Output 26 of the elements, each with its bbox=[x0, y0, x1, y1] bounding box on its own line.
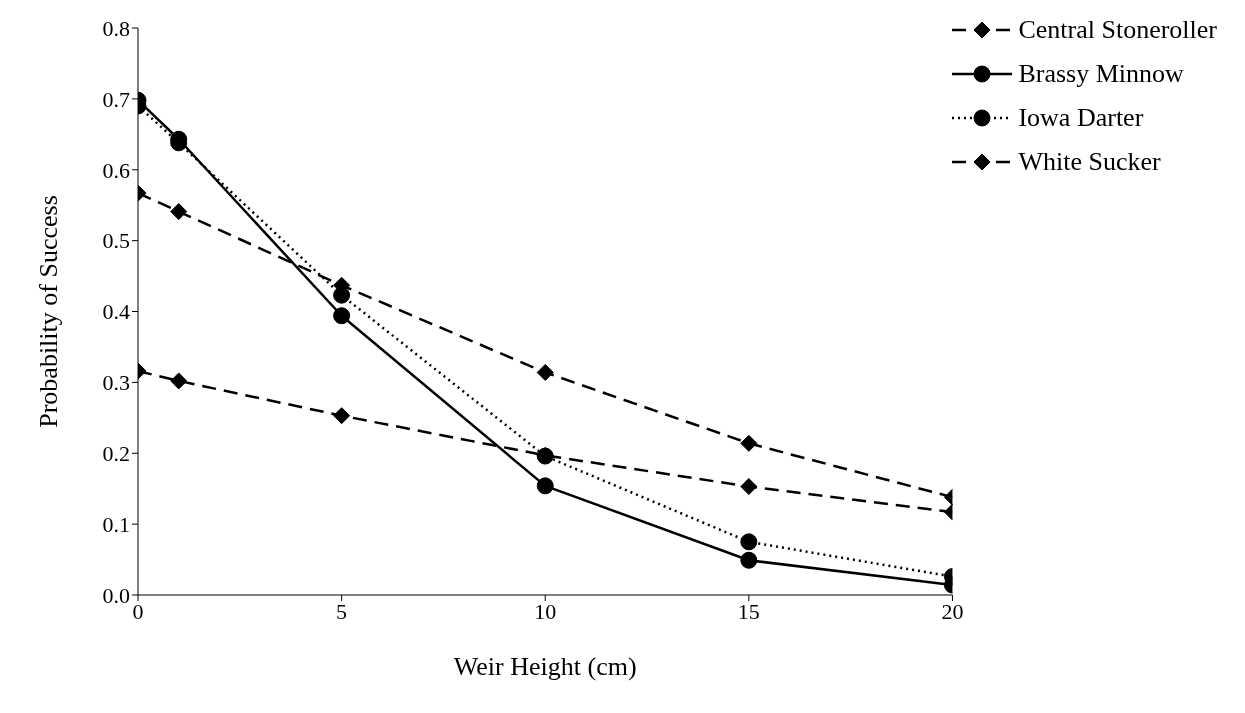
point bbox=[170, 203, 188, 221]
y-tick-label: 0.3 bbox=[102, 370, 130, 396]
x-tick-label: 5 bbox=[336, 598, 348, 624]
y-tick-label: 0.8 bbox=[102, 15, 130, 41]
y-tick-label: 0.1 bbox=[102, 511, 130, 537]
legend-label: Brassy Minnow bbox=[1018, 59, 1184, 89]
legend-label: Iowa Darter bbox=[1018, 103, 1144, 133]
y-tick-label: 0.4 bbox=[102, 299, 130, 325]
x-tick-label: 0 bbox=[132, 598, 144, 624]
x-tick-label: 15 bbox=[737, 598, 760, 624]
point bbox=[170, 372, 188, 390]
point bbox=[536, 363, 554, 381]
x-tick-label: 20 bbox=[941, 598, 964, 624]
y-tick-label: 0.5 bbox=[102, 228, 130, 254]
y-axis-title: Probability of Success bbox=[34, 195, 64, 428]
legend-label: White Sucker bbox=[1018, 147, 1161, 177]
y-tick-label: 0.0 bbox=[102, 582, 130, 608]
y-tick-label: 0.2 bbox=[102, 441, 130, 467]
point bbox=[536, 477, 554, 495]
point bbox=[333, 307, 351, 325]
x-axis-title: Weir Height (cm) bbox=[453, 652, 637, 681]
y-tick-label: 0.6 bbox=[102, 157, 130, 183]
point bbox=[333, 407, 351, 425]
legend-label: Central Stoneroller bbox=[1018, 15, 1217, 45]
x-tick-label: 10 bbox=[534, 598, 557, 624]
y-tick-label: 0.7 bbox=[102, 86, 130, 112]
